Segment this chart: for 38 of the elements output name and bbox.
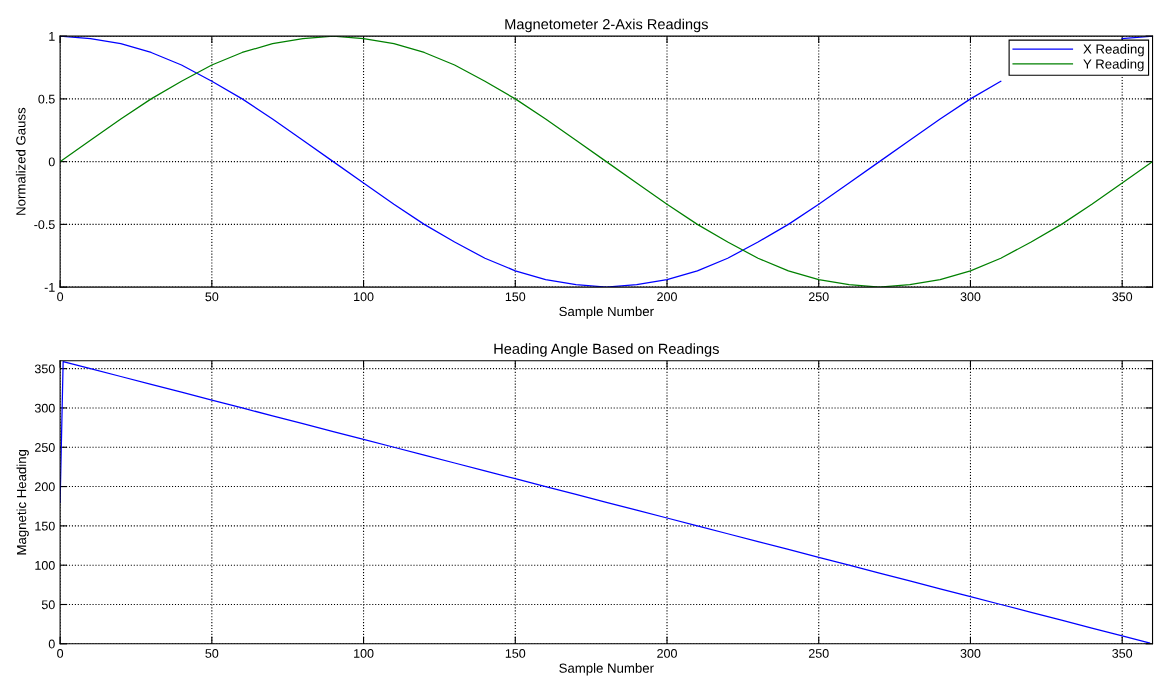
y-axis-title: Magnetic Heading bbox=[16, 449, 29, 555]
line-series bbox=[60, 360, 1151, 644]
x-tick-label: 150 bbox=[505, 649, 526, 658]
x-axis-title: Sample Number bbox=[559, 663, 654, 676]
x-tick-label: 150 bbox=[505, 292, 526, 302]
x-tick-label: 50 bbox=[205, 649, 219, 658]
y-tick-label: 1 bbox=[49, 32, 55, 41]
x-axis-title: Sample Number bbox=[559, 306, 654, 319]
x-tick-label: 0 bbox=[57, 649, 64, 658]
x-tick-label: 100 bbox=[354, 649, 374, 658]
y-tick-label: 150 bbox=[35, 521, 55, 531]
x-tick-label: 350 bbox=[1112, 292, 1133, 302]
chart-title: Heading Angle Based on Readings bbox=[494, 343, 719, 357]
x-tick-label: 0 bbox=[57, 292, 64, 302]
x-tick-label: 250 bbox=[808, 649, 829, 658]
y-tick-label: 300 bbox=[34, 403, 55, 413]
x-tick-label: 50 bbox=[205, 292, 219, 302]
x-tick-label: 250 bbox=[808, 292, 829, 302]
x-tick-label: 300 bbox=[960, 292, 981, 302]
y-tick-label: 200 bbox=[35, 482, 55, 492]
x-tick-label: 100 bbox=[354, 292, 374, 302]
legend-label: Y Reading bbox=[1083, 59, 1144, 72]
y-tick-label: 0.5 bbox=[38, 94, 55, 104]
x-tick-label: 200 bbox=[657, 649, 677, 658]
y-tick-label: 0 bbox=[48, 639, 55, 649]
y-tick-label: 350 bbox=[34, 364, 55, 374]
legend-label: X Reading bbox=[1083, 44, 1144, 57]
y-tick-label: 250 bbox=[35, 443, 55, 452]
y-tick-label: -1 bbox=[44, 283, 55, 292]
y-tick-label: 0 bbox=[48, 157, 55, 167]
y-tick-label: -0.5 bbox=[34, 220, 55, 230]
x-tick-label: 300 bbox=[960, 649, 981, 658]
x-tick-label: 200 bbox=[657, 292, 677, 302]
y-tick-label: 100 bbox=[35, 560, 55, 570]
y-axis-title: Normalized Gauss bbox=[15, 107, 26, 215]
y-tick-label: 50 bbox=[41, 600, 55, 610]
x-tick-label: 350 bbox=[1112, 649, 1133, 658]
chart-title: Magnetometer 2-Axis Readings bbox=[505, 18, 708, 33]
